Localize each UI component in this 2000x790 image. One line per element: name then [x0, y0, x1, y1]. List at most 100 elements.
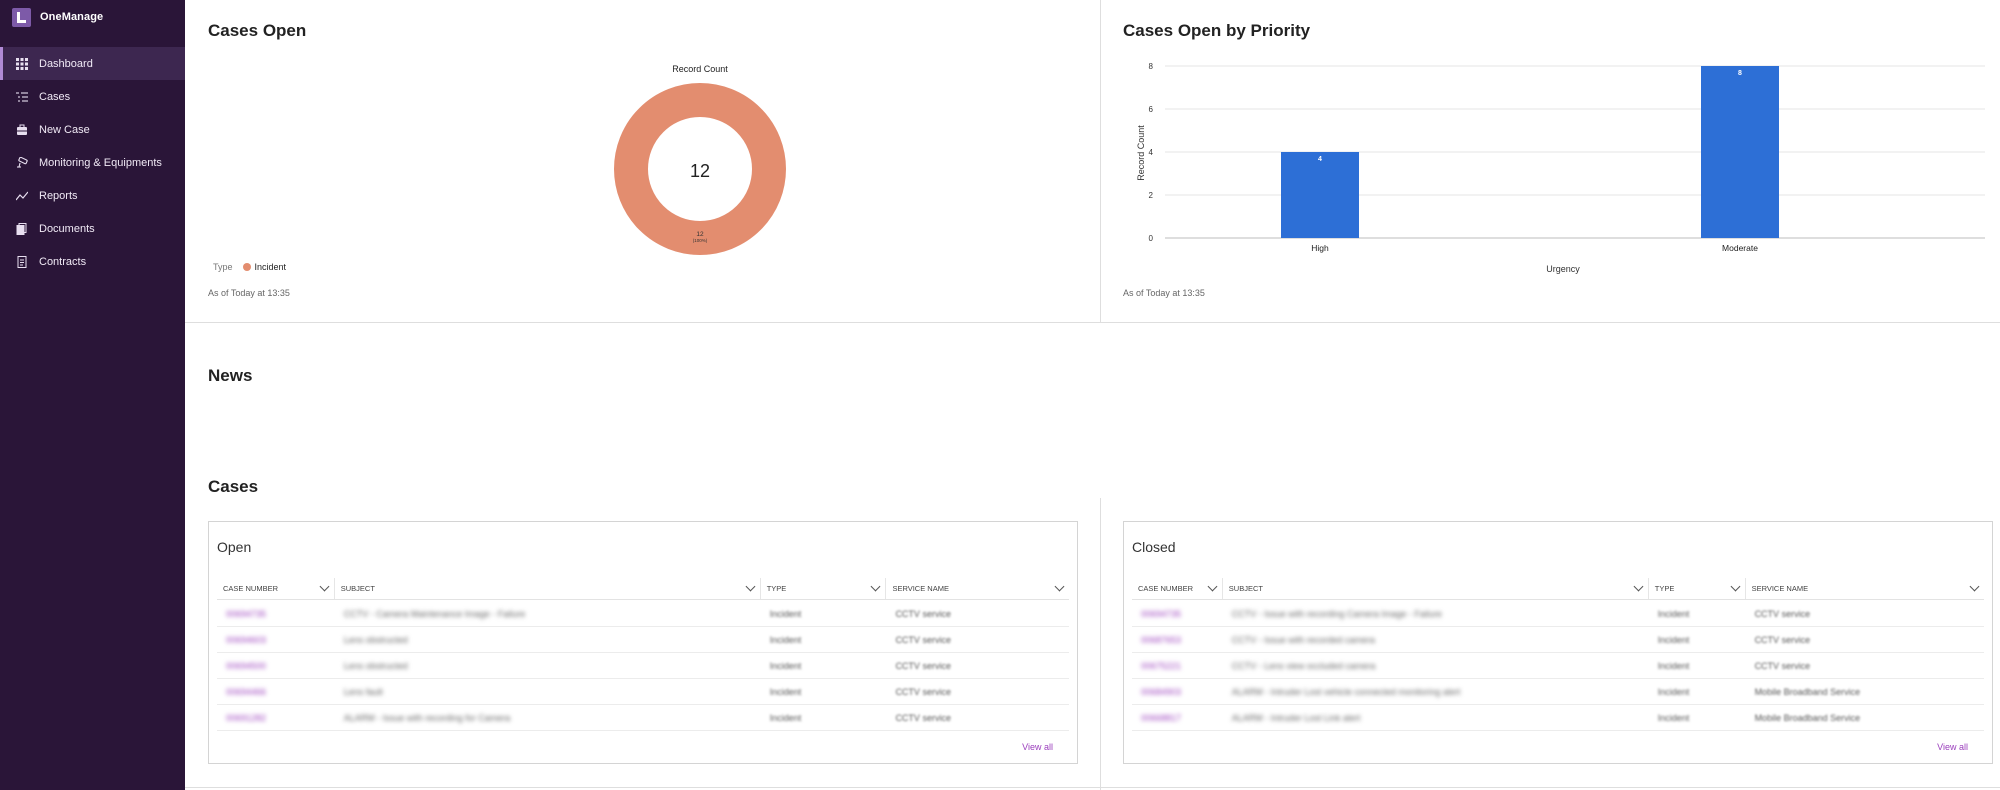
case-subject: ALARM - Intruder Lost Link alert	[1231, 713, 1361, 723]
col-type[interactable]: TYPE	[761, 578, 887, 599]
table-row[interactable]: 00694466 Lens fault Incident CCTV servic…	[217, 679, 1069, 705]
case-type: Incident	[1657, 687, 1690, 697]
col-service-name[interactable]: SERVICE NAME	[886, 578, 1069, 599]
sidebar-item-documents[interactable]: Documents	[0, 212, 185, 245]
case-number-link[interactable]: 00694735	[226, 609, 267, 619]
closed-table-header: CASE NUMBER SUBJECT TYPE SERVICE NAME	[1132, 578, 1984, 600]
open-view-all-link[interactable]: View all	[1022, 742, 1053, 752]
case-type: Incident	[769, 661, 802, 671]
sidebar-item-monitoring[interactable]: Monitoring & Equipments	[0, 146, 185, 179]
cases-open-footer: As of Today at 13:35	[208, 288, 290, 298]
col-case-number[interactable]: CASE NUMBER	[1132, 578, 1223, 599]
case-service: CCTV service	[1754, 609, 1811, 619]
cctv-icon	[16, 156, 28, 169]
main-content: Cases Open Record Count 12 12 (100%) Typ…	[185, 0, 2000, 790]
chevron-down-icon[interactable]	[870, 581, 881, 592]
bar-y-tick-label: 2	[1149, 191, 1154, 200]
section-divider	[185, 322, 2000, 323]
sidebar-item-label: Documents	[39, 222, 95, 235]
open-cases-card: Open CASE NUMBER SUBJECT TYPE SERVICE NA…	[208, 521, 1078, 764]
chevron-down-icon[interactable]	[1633, 581, 1644, 592]
sidebar-item-new-case[interactable]: New Case	[0, 113, 185, 146]
case-service: CCTV service	[1754, 661, 1811, 671]
legend-title: Type	[213, 262, 233, 272]
case-number-link[interactable]: 00694603	[226, 635, 267, 645]
chevron-down-icon[interactable]	[1969, 581, 1980, 592]
case-number-link[interactable]: 00694735	[1141, 609, 1182, 619]
table-row[interactable]: 00684903 ALARM - Intruder Lost vehicle c…	[1132, 679, 1984, 705]
sidebar-item-label: Monitoring & Equipments	[39, 156, 162, 169]
cases-open-title: Cases Open	[208, 21, 307, 40]
bar-x-tick-label: Moderate	[1722, 243, 1758, 253]
table-row[interactable]: 00694735 CCTV - Camera Maintenance Image…	[217, 601, 1069, 627]
donut-slice-incident[interactable]	[614, 83, 786, 255]
case-number-link[interactable]: 00694500	[226, 661, 267, 671]
col-subject[interactable]: SUBJECT	[1223, 578, 1649, 599]
sidebar-item-dashboard[interactable]: Dashboard	[0, 47, 185, 80]
table-row[interactable]: 00694735 CCTV - Issue with recording Cam…	[1132, 601, 1984, 627]
chevron-down-icon[interactable]	[319, 581, 330, 592]
table-row[interactable]: 00694603 Lens obstructed Incident CCTV s…	[217, 627, 1069, 653]
col-service-name[interactable]: SERVICE NAME	[1746, 578, 1984, 599]
case-number-link[interactable]: 00668817	[1141, 713, 1182, 723]
table-row[interactable]: 00691282 ALARM - Issue with recording fo…	[217, 705, 1069, 731]
col-label: TYPE	[766, 584, 787, 593]
col-label: SERVICE NAME	[892, 584, 949, 593]
donut-slice-label: 12	[696, 231, 704, 238]
table-row[interactable]: 00668817 ALARM - Intruder Lost Link aler…	[1132, 705, 1984, 731]
chevron-down-icon[interactable]	[1054, 581, 1065, 592]
priority-chart-title: Cases Open by Priority	[1123, 21, 1311, 40]
bar-moderate[interactable]	[1701, 66, 1779, 238]
bar-x-tick-label: High	[1311, 243, 1329, 253]
contract-icon	[16, 255, 28, 268]
table-row[interactable]: 00675221 CCTV - Lens view occluded camer…	[1132, 653, 1984, 679]
case-subject: Lens obstructed	[343, 635, 408, 645]
case-subject: CCTV - Issue with recording Camera Image…	[1231, 609, 1442, 619]
list-icon	[16, 91, 28, 103]
bar-y-tick-label: 0	[1149, 234, 1154, 243]
case-subject: CCTV - Lens view occluded camera	[1231, 661, 1376, 671]
donut-chart-title: Record Count	[672, 64, 728, 74]
donut-slice-percent: (100%)	[693, 238, 708, 243]
bar-x-axis-label: Urgency	[1546, 264, 1580, 274]
bar-high[interactable]	[1281, 152, 1359, 238]
briefcase-icon	[16, 124, 28, 136]
case-type: Incident	[1657, 635, 1690, 645]
case-type: Incident	[1657, 713, 1690, 723]
table-row[interactable]: 00694500 Lens obstructed Incident CCTV s…	[217, 653, 1069, 679]
case-number-link[interactable]: 00684903	[1141, 687, 1182, 697]
closed-view-all-link[interactable]: View all	[1937, 742, 1968, 752]
col-type[interactable]: TYPE	[1649, 578, 1746, 599]
case-type: Incident	[1657, 609, 1690, 619]
sidebar-item-contracts[interactable]: Contracts	[0, 245, 185, 278]
priority-bar-chart: 0 2 4 6 8 4 High 8 Moderate Record Count Urgenc…	[1136, 62, 1985, 274]
col-label: TYPE	[1654, 584, 1675, 593]
chevron-down-icon[interactable]	[1207, 581, 1218, 592]
cases-open-donut-chart: Record Count 12 12 (100%)	[555, 60, 845, 260]
sidebar-item-label: Cases	[39, 90, 71, 103]
col-subject[interactable]: SUBJECT	[335, 578, 761, 599]
case-subject: ALARM - Intruder Lost vehicle connected …	[1231, 687, 1461, 697]
sidebar-item-cases[interactable]: Cases	[0, 80, 185, 113]
chevron-down-icon[interactable]	[745, 581, 756, 592]
bar-y-tick-label: 4	[1149, 148, 1154, 157]
case-service: CCTV service	[1754, 635, 1811, 645]
table-row[interactable]: 00687653 CCTV - Issue with recorded came…	[1132, 627, 1984, 653]
closed-cases-card: Closed CASE NUMBER SUBJECT TYPE SERVICE …	[1123, 521, 1993, 764]
case-subject: CCTV - Issue with recorded camera	[1231, 635, 1375, 645]
chevron-down-icon[interactable]	[1730, 581, 1741, 592]
case-type: Incident	[769, 635, 802, 645]
legend-item-incident[interactable]: Incident	[254, 262, 287, 272]
case-number-link[interactable]: 00675221	[1141, 661, 1182, 671]
sidebar-item-reports[interactable]: Reports	[0, 179, 185, 212]
case-service: CCTV service	[895, 687, 951, 697]
case-number-link[interactable]: 00687653	[1141, 635, 1182, 645]
sidebar-item-label: New Case	[39, 123, 90, 136]
brand[interactable]: OneManage	[12, 6, 103, 28]
case-number-link[interactable]: 00694466	[226, 687, 267, 697]
case-type: Incident	[769, 713, 802, 723]
col-label: SUBJECT	[340, 584, 375, 593]
case-number-link[interactable]: 00691282	[226, 713, 267, 723]
cases-divider	[1100, 498, 1101, 790]
col-case-number[interactable]: CASE NUMBER	[217, 578, 335, 599]
